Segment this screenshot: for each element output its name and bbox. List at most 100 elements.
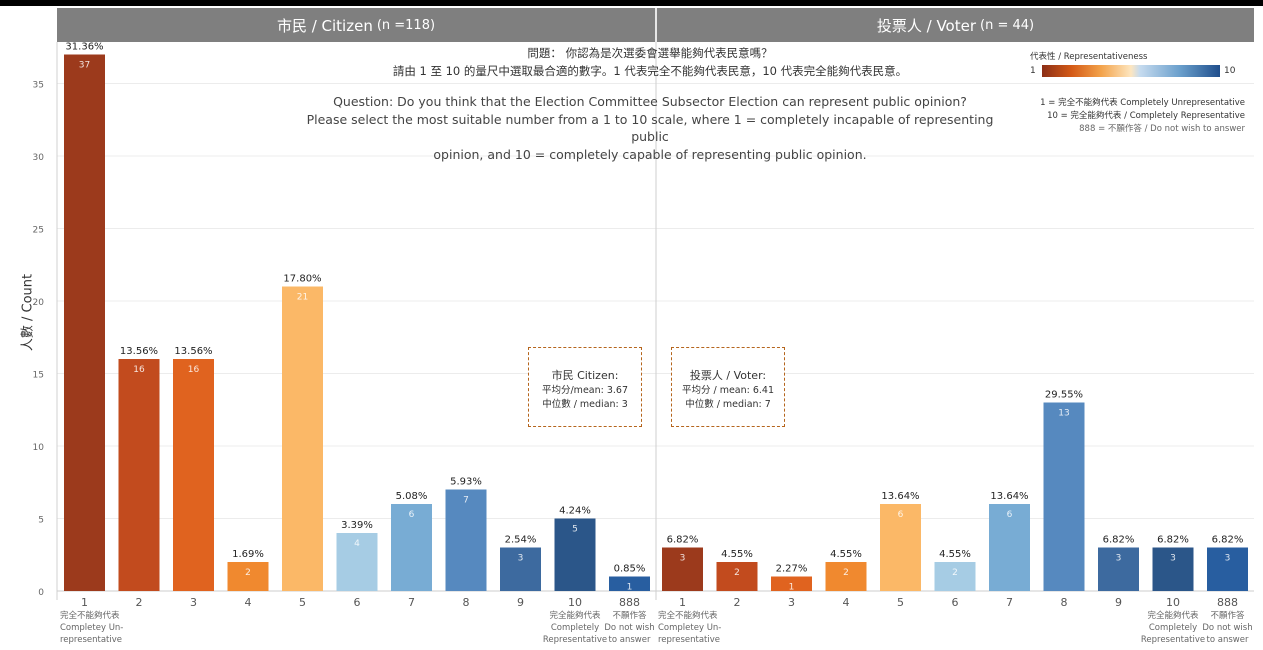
x-category-label: 1 [81, 596, 88, 609]
x-category-sublabel: 完全不能夠代表 [658, 610, 718, 621]
percent-label: 4.55% [721, 549, 753, 560]
x-category-label: 9 [517, 596, 524, 609]
bar [880, 504, 921, 591]
question-en-line2: Please select the most suitable number f… [306, 111, 994, 145]
value-label: 21 [297, 293, 308, 303]
value-label: 2 [734, 568, 740, 578]
percent-label: 17.80% [283, 274, 321, 285]
citizen-panel-n: (n =118) [376, 17, 436, 33]
x-category-sublabel: Completey Un- [658, 623, 721, 633]
value-label: 16 [188, 365, 200, 375]
x-category-label: 3 [190, 596, 197, 609]
citizen-stats-box: 市民 Citizen: 平均分/mean: 3.67 中位數 / median:… [528, 347, 642, 427]
bar [391, 504, 432, 591]
value-label: 2 [843, 568, 849, 578]
bar [500, 547, 541, 591]
legend-note-888: 888 = 不願作答 / Do not wish to answer [1079, 124, 1245, 134]
y-tick-label: 35 [33, 81, 44, 91]
bar [173, 359, 214, 591]
percent-label: 31.36% [65, 42, 103, 53]
x-category-label: 1 [679, 596, 686, 609]
percent-label: 29.55% [1045, 390, 1083, 401]
value-label: 2 [245, 568, 251, 578]
question-zh-line2: 請由 1 至 10 的量尺中選取最合適的數字。1 代表完全不能夠代表民意，10 … [392, 64, 908, 78]
value-label: 13 [1058, 409, 1069, 419]
citizen-panel-title: 市民 / Citizen [276, 16, 373, 35]
x-category-sublabel: Completely [551, 623, 599, 633]
x-category-label: 10 [1166, 596, 1180, 609]
value-label: 37 [79, 61, 90, 71]
x-category-label: 6 [952, 596, 959, 609]
y-tick-label: 25 [33, 226, 44, 236]
y-tick-label: 0 [38, 588, 44, 598]
bar [609, 576, 650, 591]
x-category-label: 10 [568, 596, 582, 609]
x-category-label: 2 [136, 596, 143, 609]
value-label: 3 [518, 554, 524, 564]
x-category-label: 5 [897, 596, 904, 609]
x-category-label: 6 [354, 596, 361, 609]
question-en-line3: opinion, and 10 = completely capable of … [433, 146, 867, 162]
value-label: 5 [572, 525, 578, 535]
percent-label: 6.82% [667, 535, 699, 546]
percent-label: 6.82% [1157, 535, 1189, 546]
percent-label: 2.27% [776, 564, 808, 575]
question-zh-line1: 問題： 你認為是次選委會選舉能夠代表民意嗎？ [527, 46, 773, 60]
value-label: 16 [133, 365, 145, 375]
question-en-line1: Question: Do you think that the Election… [333, 94, 967, 109]
voter-stats-box: 投票人 / Voter: 平均分 / mean: 6.41 中位數 / medi… [671, 347, 785, 427]
value-label: 1 [789, 583, 795, 593]
legend-note-1: 1 = 完全不能夠代表 Completely Unrepresentative [1040, 98, 1245, 108]
citizen-stats-title: 市民 Citizen: [551, 369, 619, 382]
percent-label: 4.55% [939, 549, 971, 560]
percent-label: 4.24% [559, 506, 591, 517]
value-label: 3 [1116, 554, 1122, 564]
bar [934, 562, 976, 591]
bar [662, 547, 703, 591]
bar [1207, 547, 1248, 591]
x-category-sublabel: 完全不能夠代表 [60, 610, 120, 621]
value-label: 7 [463, 496, 469, 506]
x-category-label: 8 [1061, 596, 1068, 609]
x-category-sublabel: 完全能夠代表 [549, 610, 601, 621]
x-category-sublabel: Completey Un- [60, 623, 123, 633]
value-label: 3 [680, 554, 686, 564]
x-category-sublabel: representative [658, 635, 720, 645]
bar [282, 286, 323, 591]
color-legend: 代表性 / Representativeness 1 10 1 = 完全不能夠代… [1030, 50, 1245, 134]
legend-title: 代表性 / Representativeness [1030, 52, 1148, 62]
x-category-label: 9 [1115, 596, 1122, 609]
bar [1098, 547, 1139, 591]
x-category-label: 5 [299, 596, 306, 609]
question-zh: 問題： 你認為是次選委會選舉能夠代表民意嗎？ 請由 1 至 10 的量尺中選取最… [300, 44, 1000, 80]
percent-label: 5.08% [396, 491, 428, 502]
percent-label: 1.69% [232, 549, 264, 560]
question-en: Question: Do you think that the Election… [290, 93, 1010, 163]
percent-label: 13.64% [881, 491, 919, 502]
bar [989, 504, 1030, 591]
voter-panel-n: (n = 44) [980, 17, 1035, 33]
voter-panel-title: 投票人 / Voter [876, 16, 977, 35]
x-category-label: 888 [1217, 596, 1238, 609]
x-category-label: 2 [734, 596, 741, 609]
x-category-sublabel: to answer [1207, 635, 1249, 645]
bar [445, 489, 487, 591]
citizen-stats-median: 中位數 / median: 3 [542, 399, 628, 410]
legend-min-label: 1 [1030, 66, 1036, 76]
bar [1152, 547, 1194, 591]
y-tick-label: 10 [33, 443, 45, 453]
x-category-sublabel: Representative [1141, 635, 1205, 645]
bar [227, 562, 269, 591]
percent-label: 13.56% [120, 346, 158, 357]
y-axis-title: 人數 / Count [20, 273, 36, 352]
percent-label: 6.82% [1103, 535, 1135, 546]
bar [716, 562, 758, 591]
y-tick-label: 15 [33, 371, 44, 381]
y-tick-label: 30 [33, 153, 45, 163]
percent-label: 0.85% [614, 564, 646, 575]
value-label: 6 [898, 510, 904, 520]
citizen-panel-header: 市民 / Citizen (n =118) [57, 8, 655, 42]
x-category-sublabel: 不願作答 [1210, 610, 1245, 621]
bar [1043, 402, 1085, 591]
x-category-sublabel: 不願作答 [612, 610, 647, 621]
